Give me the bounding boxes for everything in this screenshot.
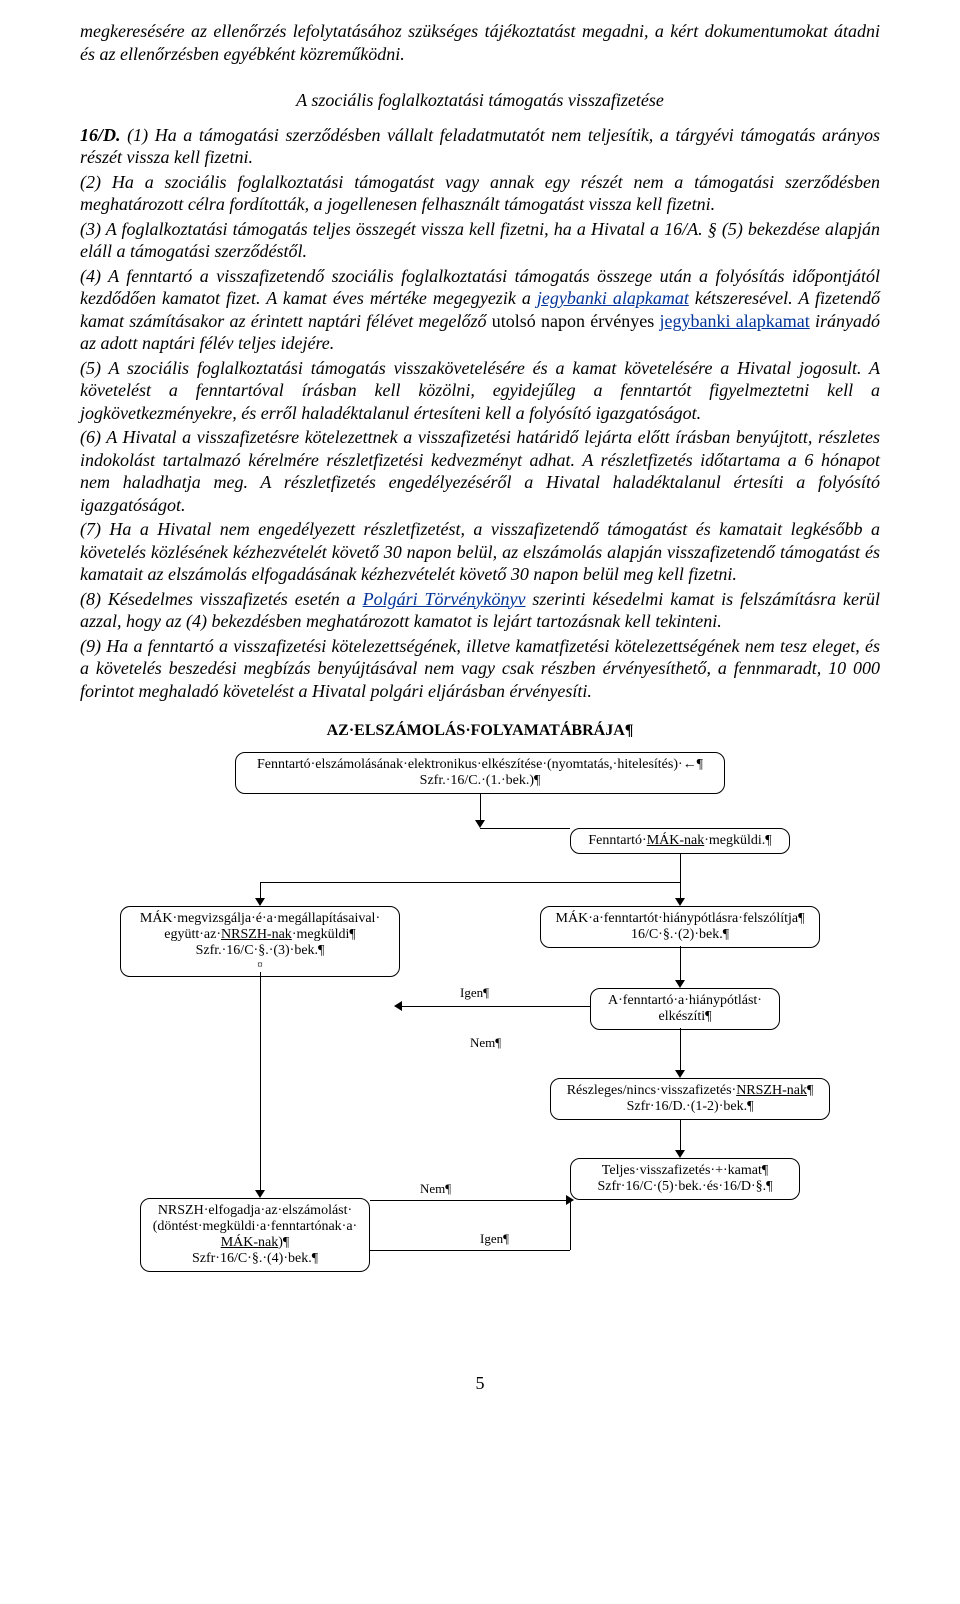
flowchart-node-6: Részleges/nincs·visszafizetés·NRSZH-nak¶… (550, 1078, 830, 1120)
edge (260, 972, 261, 1192)
box7-l1: Teljes·visszafizetés·+·kamat¶ (579, 1163, 791, 1179)
para-16d-1: 16/D. (1) Ha a támogatási szerződésben v… (80, 124, 880, 169)
box3-l2u: NRSZH-nak (221, 927, 292, 942)
box7-l2: Szfr·16/C·(5)·bek.·és·16/D·§.¶ (579, 1179, 791, 1195)
edge (480, 794, 481, 822)
flowchart-node-5: A·fenntartó·a·hiánypótlást· elkészíti¶ (590, 988, 780, 1030)
para-16d-3: (3) A foglalkoztatási támogatás teljes ö… (80, 218, 880, 263)
box3-l2a: együtt·az· (164, 927, 221, 942)
box2-l1b: ·megküldi.¶ (704, 833, 771, 848)
box3-l3: Szfr.·16/C·§.·(3)·bek.¶ (129, 943, 391, 959)
arrow-left-icon (394, 1001, 402, 1011)
flowchart-diagram: AZ·ELSZÁMOLÁS·FOLYAMATÁBRÁJA¶ Fenntartó·… (80, 722, 880, 1342)
para-16d-4: (4) A fenntartó a visszafizetendő szociá… (80, 265, 880, 355)
box8-l3u: MÁK-nak (221, 1235, 279, 1250)
arrow-down-icon (675, 1070, 685, 1078)
arrow-down-icon (255, 1190, 265, 1198)
edge (680, 854, 681, 882)
p1-text: (1) Ha a támogatási szerződésben vállalt… (80, 125, 880, 168)
box8-l3b: )¶ (278, 1235, 289, 1250)
box4-l1: MÁK·a·fenntartót·hiánypótlásra·felszólít… (549, 911, 811, 927)
edge (680, 946, 681, 982)
label-igen: Igen¶ (460, 986, 489, 1001)
arrow-down-icon (675, 898, 685, 906)
flowchart-node-4: MÁK·a·fenntartót·hiánypótlásra·felszólít… (540, 906, 820, 948)
box6-l1b: ¶ (807, 1083, 813, 1098)
edge (570, 1200, 571, 1250)
edge (370, 1200, 570, 1201)
p4-c: utolsó napon érvényes (492, 311, 660, 331)
para-16d-7: (7) Ha a Hivatal nem engedélyezett részl… (80, 518, 880, 586)
flowchart-node-3: MÁK·megvizsgálja·é·a·megállapításaival· … (120, 906, 400, 977)
label-nem: Nem¶ (470, 1036, 501, 1051)
arrow-down-icon (675, 980, 685, 988)
box2-l1a: Fenntartó· (588, 833, 646, 848)
para-intro: megkeresésére az ellenőrzés lefolytatásá… (80, 20, 880, 65)
box6-l1u: NRSZH-nak (736, 1083, 807, 1098)
box8-l4: Szfr·16/C·§.·(4)·bek.¶ (149, 1251, 361, 1267)
label-nem2: Nem¶ (420, 1182, 451, 1197)
edge (400, 1006, 590, 1007)
box6-l2: Szfr·16/D.·(1-2)·bek.¶ (559, 1099, 821, 1115)
edge (680, 1120, 681, 1152)
arrow-down-icon (475, 820, 485, 828)
p8-a: (8) Késedelmes visszafizetés esetén a (80, 589, 363, 609)
box8-l2: (döntést·megküldi·a·fenntartónak·a· (149, 1219, 361, 1235)
arrow-down-icon (675, 1150, 685, 1158)
box8-l1: NRSZH·elfogadja·az·elszámolást· (149, 1203, 361, 1219)
label-igen2: Igen¶ (480, 1232, 509, 1247)
box3-l2b: ·megküldi¶ (292, 927, 356, 942)
flowchart-node-2: Fenntartó·MÁK-nak·megküldi.¶ (570, 828, 790, 854)
box4-l2: 16/C·§.·(2)·bek.¶ (549, 927, 811, 943)
link-ptk[interactable]: Polgári Törvénykönyv (363, 589, 526, 609)
box1-l1: Fenntartó·elszámolásának·elektronikus·el… (244, 757, 716, 773)
edge (370, 1250, 570, 1251)
sec-label: 16/D. (80, 125, 127, 145)
para-16d-8: (8) Késedelmes visszafizetés esetén a Po… (80, 588, 880, 633)
box6-l1a: Részleges/nincs·visszafizetés· (567, 1083, 737, 1098)
diagram-title: AZ·ELSZÁMOLÁS·FOLYAMATÁBRÁJA¶ (80, 722, 880, 740)
para-16d-9: (9) Ha a fenntartó a visszafizetési köte… (80, 635, 880, 703)
arrow-down-icon (255, 898, 265, 906)
edge (480, 828, 570, 829)
box3-l1: MÁK·megvizsgálja·é·a·megállapításaival· (129, 911, 391, 927)
link-jegybanki-1[interactable]: jegybanki alapkamat (537, 288, 689, 308)
edge (680, 1028, 681, 1072)
section-heading: A szociális foglalkoztatási támogatás vi… (80, 89, 880, 112)
box5-l2: elkészíti¶ (599, 1009, 771, 1025)
page-number: 5 (80, 1372, 880, 1395)
para-16d-2: (2) Ha a szociális foglalkoztatási támog… (80, 171, 880, 216)
para-16d-5: (5) A szociális foglalkoztatási támogatá… (80, 357, 880, 425)
flowchart-node-1: Fenntartó·elszámolásának·elektronikus·el… (235, 752, 725, 794)
box2-l1u: MÁK-nak (647, 833, 705, 848)
link-jegybanki-2[interactable]: jegybanki alapkamat (660, 311, 810, 331)
edge (260, 882, 680, 883)
box1-l2: Szfr.·16/C.·(1.·bek.)¶ (244, 773, 716, 789)
flowchart-node-7: Teljes·visszafizetés·+·kamat¶ Szfr·16/C·… (570, 1158, 800, 1200)
box5-l1: A·fenntartó·a·hiánypótlást· (599, 993, 771, 1009)
para-16d-6: (6) A Hivatal a visszafizetésre köteleze… (80, 426, 880, 516)
flowchart-node-8: NRSZH·elfogadja·az·elszámolást· (döntést… (140, 1198, 370, 1272)
